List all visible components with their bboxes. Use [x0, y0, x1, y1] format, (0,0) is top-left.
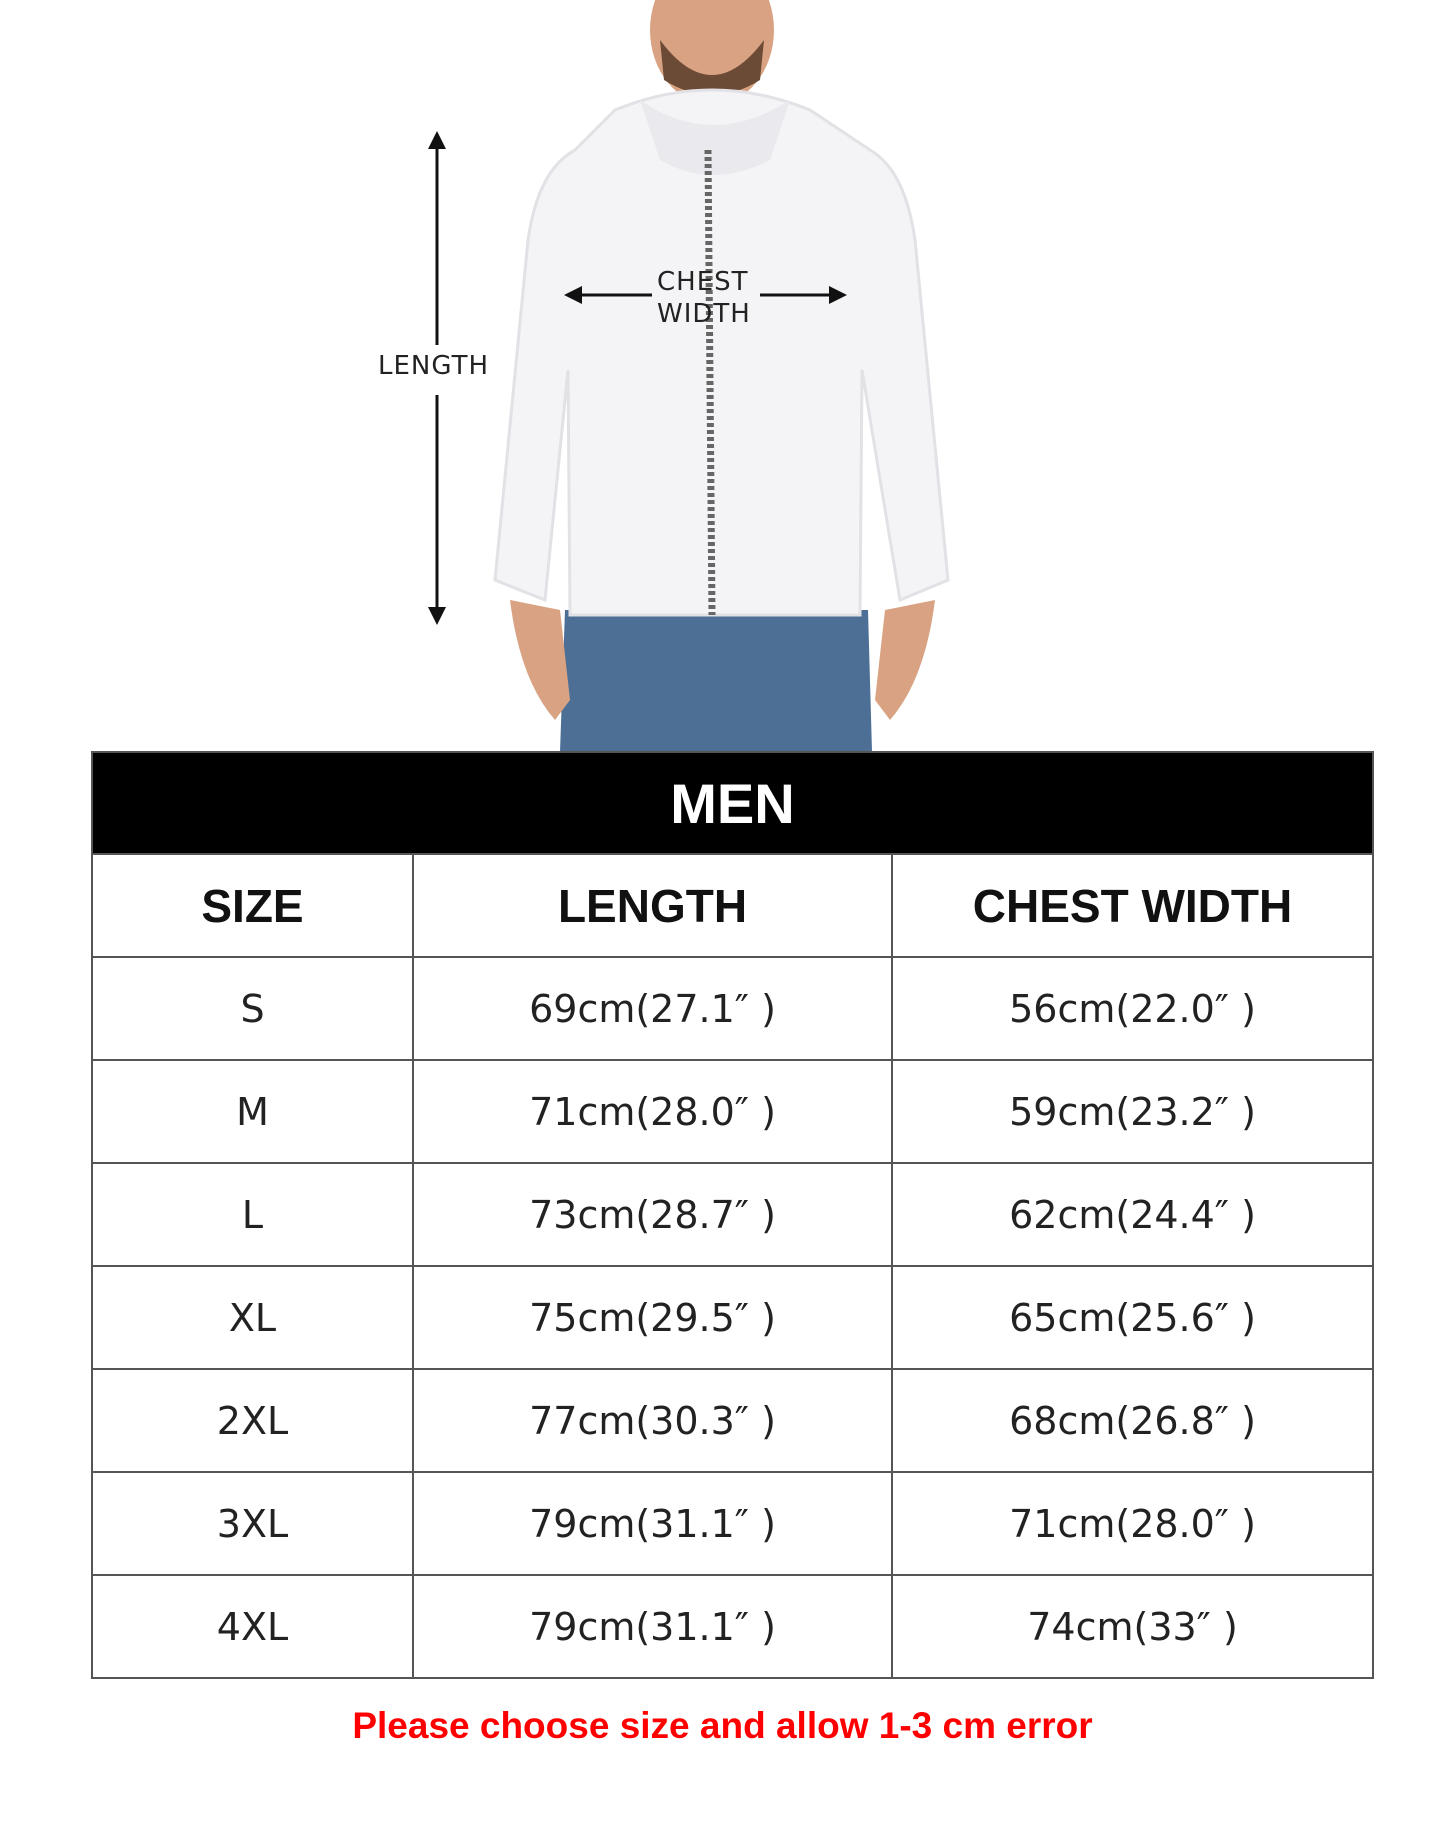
length-label: LENGTH: [378, 351, 490, 381]
hoodie-illustration: [428, 0, 950, 752]
chest-width-cell: 62cm(24.4″ ): [890, 1162, 1375, 1267]
length-cell: 77cm(30.3″ ): [412, 1368, 893, 1473]
hoodie: [493, 88, 950, 617]
chest-label-line2: WIDTH: [657, 299, 751, 329]
size-error-note: Please choose size and allow 1-3 cm erro…: [352, 1705, 1093, 1746]
size-cell: M: [91, 1059, 414, 1164]
table-row: XL 75cm(29.5″ ) 65cm(25.6″ ): [91, 1265, 1375, 1370]
table-row: 2XL 77cm(30.3″ ) 68cm(26.8″ ): [91, 1368, 1375, 1473]
table-row: 4XL 79cm(31.1″ ) 74cm(33″ ): [91, 1574, 1375, 1679]
chest-width-cell: 65cm(25.6″ ): [890, 1265, 1375, 1370]
table-title: MEN: [90, 751, 1375, 855]
chest-width-cell: 71cm(28.0″ ): [890, 1471, 1375, 1576]
size-cell: 2XL: [91, 1368, 414, 1473]
length-arrow: [428, 131, 446, 625]
chest-width-arrow: [564, 286, 847, 304]
chest-width-cell: 59cm(23.2″ ): [890, 1059, 1375, 1164]
length-cell: 73cm(28.7″ ): [412, 1162, 893, 1267]
header-chest-width: CHEST WIDTH: [890, 853, 1375, 958]
header-length: LENGTH: [412, 853, 893, 958]
size-cell: XL: [91, 1265, 414, 1370]
size-cell: 3XL: [91, 1471, 414, 1576]
table-row: L 73cm(28.7″ ) 62cm(24.4″ ): [91, 1162, 1375, 1267]
chest-width-cell: 56cm(22.0″ ): [890, 956, 1375, 1061]
header-size: SIZE: [91, 853, 414, 958]
length-cell: 69cm(27.1″ ): [412, 956, 893, 1061]
size-cell: S: [91, 956, 414, 1061]
length-cell: 79cm(31.1″ ): [412, 1471, 893, 1576]
hoodie-model-figure: LENGTH CHEST WIDTH: [0, 0, 1445, 752]
size-chart-table: MEN SIZE LENGTH CHEST WIDTH S 69cm(27.1″ …: [90, 751, 1375, 1679]
chest-label-line1: CHEST: [657, 267, 749, 297]
size-cell: 4XL: [91, 1574, 414, 1679]
length-cell: 75cm(29.5″ ): [412, 1265, 893, 1370]
table-row: 3XL 79cm(31.1″ ) 71cm(28.0″ ): [91, 1471, 1375, 1576]
size-cell: L: [91, 1162, 414, 1267]
length-cell: 79cm(31.1″ ): [412, 1574, 893, 1679]
chest-width-cell: 68cm(26.8″ ): [890, 1368, 1375, 1473]
length-cell: 71cm(28.0″ ): [412, 1059, 893, 1164]
zipper: [704, 149, 716, 616]
table-row: S 69cm(27.1″ ) 56cm(22.0″ ): [91, 956, 1375, 1061]
table-row: M 71cm(28.0″ ) 59cm(23.2″ ): [91, 1059, 1375, 1164]
chest-width-cell: 74cm(33″ ): [890, 1574, 1375, 1679]
jeans: [560, 610, 872, 752]
